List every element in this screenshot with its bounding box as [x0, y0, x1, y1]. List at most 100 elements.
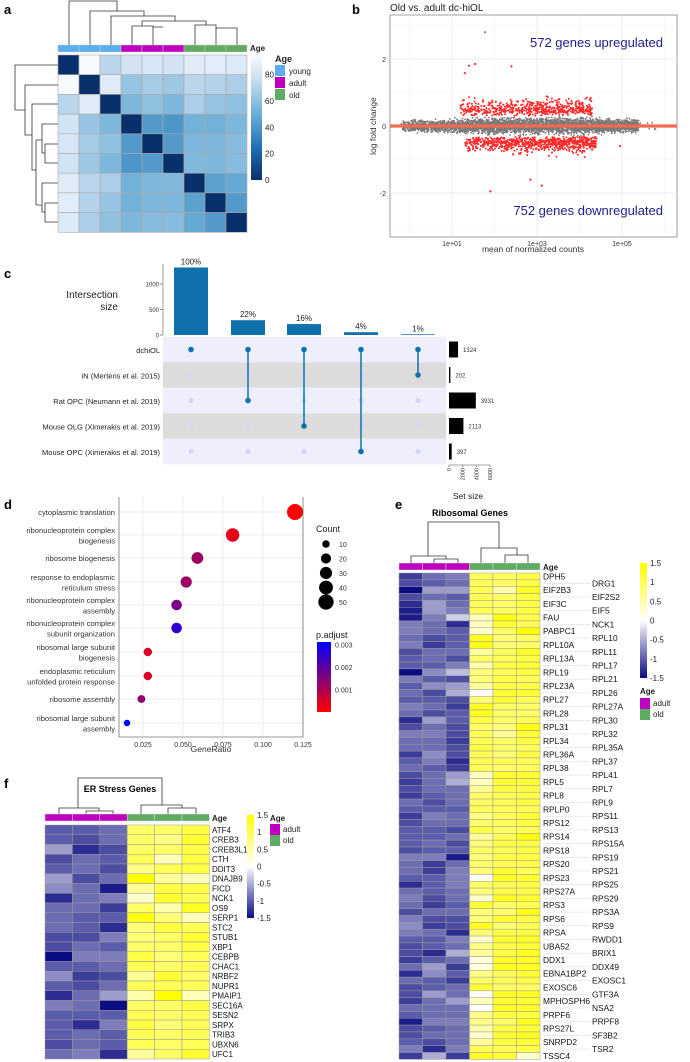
upregulated-point: [481, 113, 484, 116]
gene-point: [464, 118, 466, 121]
upregulated-point: [523, 109, 526, 112]
upregulated-point: [462, 110, 465, 113]
upregulated-point: [528, 114, 531, 117]
gene-point: [536, 117, 539, 120]
gene-point: [437, 131, 440, 134]
gene-point: [448, 129, 450, 132]
gene-point: [515, 131, 518, 133]
upregulated-point: [468, 101, 471, 104]
upregulated-point: [489, 101, 492, 104]
upregulated-point: [526, 100, 529, 103]
gene-point: [630, 132, 633, 134]
gene-point: [558, 134, 560, 137]
upregulated-point: [504, 113, 507, 116]
heatmap-cell: [141, 192, 164, 213]
gene-point: [439, 121, 442, 124]
gene-point: [552, 128, 555, 131]
heatmap-cell: [183, 133, 206, 154]
gene-point: [552, 122, 555, 125]
gene-point: [485, 128, 488, 131]
upregulated-point: [540, 105, 543, 108]
gene-point: [593, 121, 596, 124]
gene-point: [517, 129, 520, 132]
gene-point: [423, 122, 425, 124]
heatmap-cell: [204, 192, 227, 213]
gene-point: [575, 128, 578, 131]
gene-point: [536, 131, 539, 134]
upregulated-point: [511, 111, 514, 114]
upregulated-point: [498, 104, 501, 107]
upregulated-point: [545, 112, 548, 115]
gene-point: [545, 116, 548, 119]
gene-point: [483, 130, 486, 132]
upregulated-point: [588, 103, 591, 106]
heatmap-cell: [78, 172, 101, 194]
gene-point: [486, 131, 489, 133]
gene-point: [602, 127, 605, 130]
gene-point: [544, 131, 547, 134]
gene-point: [464, 127, 467, 130]
heatmap-cell: [57, 212, 80, 233]
upregulated-point: [581, 111, 584, 114]
upregulated-point: [549, 110, 552, 113]
gene-point: [502, 129, 505, 131]
upregulated-point: [554, 110, 557, 113]
gene-point: [450, 131, 453, 133]
annotation-cell-old: [183, 44, 206, 53]
panel-label-a: a: [4, 2, 12, 17]
gene-point: [581, 122, 584, 125]
upregulated-point: [574, 104, 577, 107]
heatmap-cell: [141, 133, 164, 154]
upregulated-point: [521, 99, 524, 102]
upregulated-point: [581, 102, 584, 105]
gene-point: [553, 117, 556, 119]
upregulated-point: [545, 95, 548, 98]
gene-point: [626, 119, 629, 122]
gene-point: [446, 127, 449, 130]
gene-point: [600, 133, 603, 136]
gene-point: [426, 129, 429, 132]
gene-point: [483, 119, 486, 122]
heatmap-cell: [78, 192, 101, 213]
gene-point: [529, 119, 531, 122]
gene-point: [580, 128, 583, 131]
gene-point: [624, 119, 627, 122]
x-tick-label: 1e+01: [442, 241, 462, 248]
upregulated-point: [554, 99, 557, 102]
heatmap-cell: [99, 113, 122, 135]
gene-point: [516, 118, 519, 121]
x-tick-label: 1e+03: [527, 241, 547, 248]
gene-point: [559, 117, 562, 120]
heatmap-cell: [204, 94, 227, 115]
heatmap-cell: [57, 54, 80, 76]
upregulated-point: [540, 114, 543, 117]
upregulated-point: [556, 103, 559, 106]
gene-point: [611, 131, 613, 134]
heatmap-cell: [99, 54, 122, 76]
legend-swatch-adult: [275, 77, 285, 88]
gene-point: [475, 122, 478, 125]
colorbar-tick-label: 0: [265, 176, 270, 185]
upregulated-point: [486, 111, 489, 114]
heatmap-cell: [204, 113, 227, 135]
gene-point: [580, 121, 583, 124]
gene-point: [583, 133, 586, 136]
upregulated-point: [550, 97, 553, 100]
gene-point: [468, 119, 471, 122]
gene-point: [570, 131, 573, 134]
upregulated-point: [485, 107, 488, 110]
upregulated-point: [503, 105, 506, 108]
gene-point: [543, 130, 545, 133]
upregulated-point: [500, 105, 503, 108]
gene-point: [538, 130, 541, 133]
heatmap-cell: [99, 133, 122, 154]
gene-point: [457, 127, 460, 130]
upregulated-point: [587, 112, 590, 115]
gene-point: [595, 127, 598, 130]
upregulated-point: [567, 102, 570, 105]
annotation-title: Age: [250, 44, 266, 53]
legend-label-old: old: [289, 91, 300, 100]
gene-point: [406, 128, 409, 131]
gene-point: [605, 128, 608, 131]
gene-point: [503, 116, 506, 119]
